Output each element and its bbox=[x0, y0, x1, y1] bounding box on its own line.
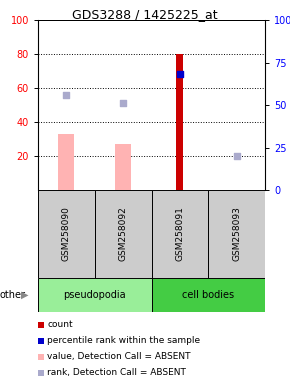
Bar bbox=[38, 278, 151, 312]
Bar bbox=[38, 338, 44, 344]
Point bbox=[64, 92, 69, 98]
Text: cell bodies: cell bodies bbox=[182, 290, 234, 300]
Point bbox=[121, 100, 126, 106]
Bar bbox=[38, 370, 44, 376]
Text: count: count bbox=[47, 320, 72, 329]
Bar bbox=[151, 278, 265, 312]
Text: GSM258092: GSM258092 bbox=[119, 207, 128, 262]
Text: rank, Detection Call = ABSENT: rank, Detection Call = ABSENT bbox=[47, 368, 186, 377]
Bar bbox=[38, 322, 44, 328]
Bar bbox=[38, 354, 44, 360]
Bar bbox=[38, 190, 95, 278]
Bar bbox=[95, 190, 151, 278]
Bar bbox=[58, 134, 74, 190]
Text: percentile rank within the sample: percentile rank within the sample bbox=[47, 336, 200, 345]
Bar bbox=[115, 144, 131, 190]
Text: GSM258090: GSM258090 bbox=[62, 207, 71, 262]
Text: GDS3288 / 1425225_at: GDS3288 / 1425225_at bbox=[72, 8, 218, 22]
Bar bbox=[177, 54, 183, 190]
Bar bbox=[208, 190, 265, 278]
Point bbox=[177, 71, 182, 78]
Text: ▶: ▶ bbox=[21, 290, 28, 300]
Text: value, Detection Call = ABSENT: value, Detection Call = ABSENT bbox=[47, 352, 191, 361]
Text: GSM258093: GSM258093 bbox=[232, 207, 241, 262]
Point bbox=[234, 153, 239, 159]
Text: other: other bbox=[0, 290, 26, 300]
Bar bbox=[151, 190, 208, 278]
Text: pseudopodia: pseudopodia bbox=[64, 290, 126, 300]
Text: GSM258091: GSM258091 bbox=[175, 207, 184, 262]
